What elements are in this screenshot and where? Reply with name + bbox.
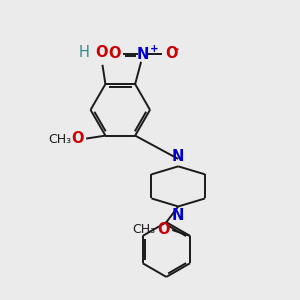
Text: O: O [96, 45, 108, 60]
Text: N: N [136, 47, 149, 62]
Text: O: O [108, 46, 120, 61]
Text: N: N [172, 208, 184, 223]
Text: -: - [174, 44, 179, 56]
Text: O: O [157, 222, 170, 237]
Text: H: H [78, 45, 89, 60]
Text: O: O [71, 131, 84, 146]
Text: CH₃: CH₃ [133, 224, 156, 236]
Text: CH₃: CH₃ [48, 133, 71, 146]
Text: N: N [172, 149, 184, 164]
Text: +: + [150, 44, 159, 54]
Text: O: O [165, 46, 177, 61]
